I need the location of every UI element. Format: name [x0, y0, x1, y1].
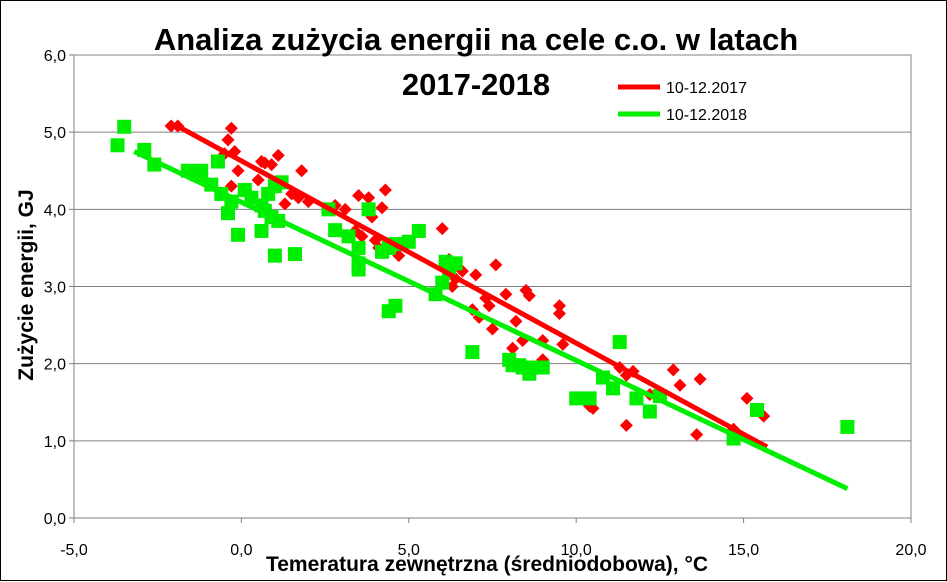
data-point-2018 — [465, 345, 480, 360]
y-tick-label: 1,0 — [44, 434, 66, 451]
data-point-2017 — [552, 307, 566, 321]
data-point-2017 — [489, 258, 503, 272]
data-point-2018 — [435, 275, 450, 290]
data-point-2017 — [619, 418, 633, 432]
data-point-2017 — [666, 363, 680, 377]
data-point-2017 — [362, 191, 376, 205]
data-point-2018 — [210, 154, 225, 169]
data-point-2018 — [328, 223, 343, 238]
data-point-2017 — [482, 299, 496, 313]
data-point-2017 — [499, 287, 513, 301]
data-point-2017 — [435, 222, 449, 236]
data-point-2017 — [221, 133, 235, 147]
x-tick-label: -5,0 — [60, 542, 88, 559]
data-point-2018 — [749, 402, 764, 417]
data-point-2018 — [569, 391, 584, 406]
data-point-2018 — [351, 240, 366, 255]
data-point-2017 — [265, 158, 279, 172]
data-point-2017 — [251, 173, 265, 187]
data-point-2017 — [506, 341, 520, 355]
trend-line-2018 — [133, 149, 849, 491]
data-point-2018 — [535, 360, 550, 375]
data-point-2017 — [164, 119, 178, 133]
y-tick-label: 0,0 — [44, 511, 66, 528]
data-point-2018 — [612, 335, 627, 350]
data-point-2017 — [673, 378, 687, 392]
y-tick-label: 5,0 — [44, 125, 66, 142]
data-point-2018 — [267, 248, 282, 263]
data-point-2018 — [840, 419, 855, 434]
data-point-2017 — [295, 164, 309, 178]
data-point-2017 — [231, 164, 245, 178]
axis-layer: 0,0 1,0 2,0 3,0 4,0 5,0 6,0 -5,0 0,0 5,0 10,0 15,0 2… — [44, 48, 927, 559]
legend: 10-12.2017 10-12.2018 — [618, 80, 747, 124]
data-point-2017 — [509, 314, 523, 328]
trend-line-2017 — [173, 122, 769, 450]
legend-label-2017: 10-12.2017 — [666, 80, 747, 97]
y-tick-label: 3,0 — [44, 280, 66, 297]
data-point-2017 — [690, 428, 704, 442]
data-point-2017 — [338, 202, 352, 216]
data-point-2017 — [355, 229, 369, 243]
data-point-2017 — [375, 201, 389, 215]
data-point-2017 — [278, 197, 292, 211]
data-point-2018 — [582, 391, 597, 406]
data-point-2018 — [110, 138, 125, 153]
data-point-2018 — [341, 229, 356, 244]
data-point-2018 — [388, 298, 403, 313]
data-point-2017 — [556, 337, 570, 351]
data-point-2018 — [351, 262, 366, 277]
x-tick-label: 5,0 — [398, 542, 420, 559]
data-point-2018 — [194, 163, 209, 178]
data-point-2018 — [231, 227, 246, 242]
series-layer — [110, 119, 855, 491]
data-point-2018 — [411, 223, 426, 238]
data-point-2017 — [522, 289, 536, 303]
data-point-2017 — [693, 372, 707, 386]
data-point-2018 — [401, 234, 416, 249]
data-point-2018 — [515, 360, 530, 375]
data-point-2018 — [117, 119, 132, 134]
x-tick-label: 0,0 — [230, 542, 252, 559]
data-point-2018 — [642, 404, 657, 419]
x-tick-label: 20,0 — [895, 542, 926, 559]
x-tick-label: 15,0 — [728, 542, 759, 559]
data-point-2017 — [552, 299, 566, 313]
y-axis-label: Zużycie energii, GJ — [15, 189, 38, 380]
data-point-2018 — [221, 206, 236, 221]
chart-title-line-2: 2017-2018 — [402, 67, 550, 102]
x-axis-label: Temeratura zewnętrzna (średniodobowa), °… — [266, 553, 708, 576]
data-point-2017 — [486, 322, 499, 336]
data-point-2017 — [271, 148, 285, 162]
x-tick-label: 10,0 — [561, 542, 592, 559]
data-point-2018 — [254, 223, 269, 238]
y-tick-label: 4,0 — [44, 202, 66, 219]
data-point-2017 — [740, 391, 754, 405]
data-point-2018 — [287, 247, 302, 262]
data-point-2018 — [629, 391, 644, 406]
y-tick-label: 6,0 — [44, 48, 66, 65]
data-point-2017 — [469, 268, 483, 282]
data-point-2018 — [361, 202, 376, 217]
data-point-2017 — [378, 183, 392, 197]
legend-label-2018: 10-12.2018 — [666, 107, 747, 124]
grid-layer — [73, 54, 912, 519]
chart-title-line-1: Analiza zużycia energii na cele c.o. w l… — [154, 22, 798, 57]
y-tick-label: 2,0 — [44, 357, 66, 374]
data-point-2018 — [606, 381, 621, 396]
data-point-2017 — [224, 121, 238, 135]
data-point-2017 — [352, 188, 366, 202]
